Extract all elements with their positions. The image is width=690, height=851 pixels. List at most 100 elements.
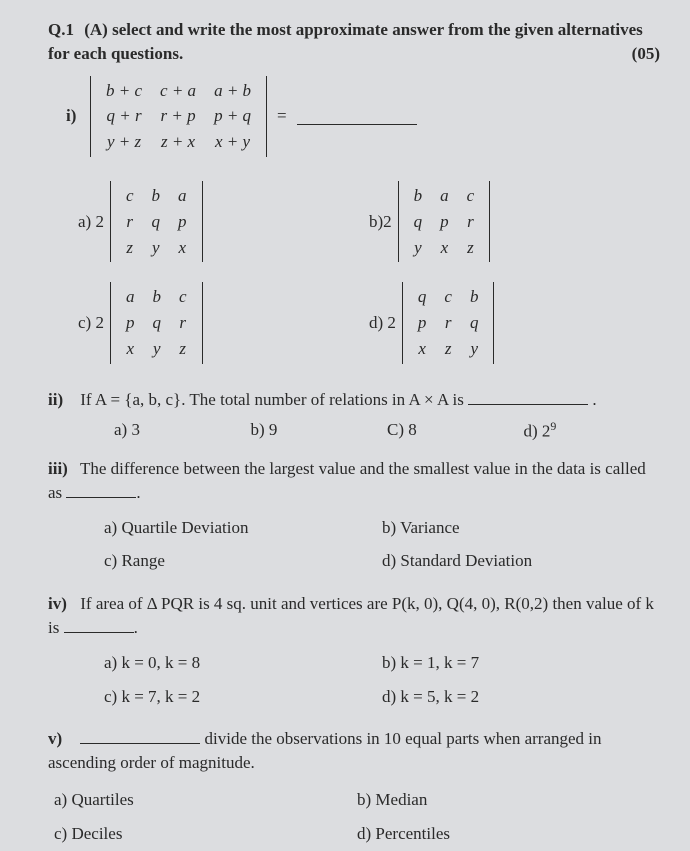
cell: p: [409, 310, 436, 336]
qi-options: a) 2 cba rqp zyx b)2 bac qpr yxz c) 2 ab…: [78, 171, 660, 374]
cell: q: [461, 310, 488, 336]
option-c: c) Deciles: [54, 817, 357, 851]
qiii-options: a) Quartile Deviation b) Variance c) Ran…: [104, 511, 660, 579]
option-a: a) 2 cba rqp zyx: [78, 181, 369, 262]
blank-line: [66, 481, 136, 498]
cell: c + a: [151, 78, 205, 104]
cell: y: [461, 336, 488, 362]
cell: x: [117, 336, 144, 362]
cell: c: [170, 284, 196, 310]
option-d: d) k = 5, k = 2: [382, 680, 660, 714]
option-c: c) Range: [104, 544, 382, 578]
cell: y: [405, 235, 432, 261]
qiv-label: iv): [48, 592, 76, 616]
qii-label: ii): [48, 388, 76, 412]
option-a: a) 3: [114, 418, 251, 443]
cell: p: [169, 209, 196, 235]
blank-line: [80, 727, 200, 744]
cell: r: [435, 310, 461, 336]
cell: x: [169, 235, 196, 261]
cell: x: [431, 235, 458, 261]
cell: p: [431, 209, 458, 235]
cell: q: [409, 284, 436, 310]
option-b: b) 9: [251, 418, 388, 443]
qiv-options: a) k = 0, k = 8 b) k = 1, k = 7 c) k = 7…: [104, 646, 660, 714]
cell: b: [143, 284, 170, 310]
cell: x + y: [205, 129, 260, 155]
cell: b: [405, 183, 432, 209]
cell: q: [143, 310, 170, 336]
blank-line: [64, 616, 134, 633]
opt-label: b)2: [369, 210, 392, 234]
question-iv: iv) If area of Δ PQR is 4 sq. unit and v…: [48, 592, 660, 640]
opt-label: a) 2: [78, 210, 104, 234]
cell: y: [143, 235, 170, 261]
cell: p: [117, 310, 144, 336]
option-d: d) 2 qcb prq xzy: [369, 282, 660, 363]
option-d: d) Percentiles: [357, 817, 660, 851]
question-header: Q.1 (A) select and write the most approx…: [48, 18, 660, 66]
blank-line: [468, 388, 588, 405]
opt-label: d) 2: [369, 311, 396, 335]
qiv-text: If area of Δ PQR is 4 sq. unit and verti…: [48, 594, 654, 637]
option-b: b) k = 1, k = 7: [382, 646, 660, 680]
cell: b + c: [97, 78, 151, 104]
qiii-label: iii): [48, 457, 76, 481]
question-iii: iii) The difference between the largest …: [48, 457, 660, 505]
cell: z + x: [151, 129, 205, 155]
cell: z: [170, 336, 196, 362]
cell: r: [170, 310, 196, 336]
marks: (05): [632, 42, 660, 66]
cell: r: [117, 209, 143, 235]
equals: =: [277, 104, 287, 128]
cell: z: [435, 336, 461, 362]
cell: a + b: [205, 78, 260, 104]
option-c: c) 2 abc pqr xyz: [78, 282, 369, 363]
period: .: [592, 390, 596, 409]
question-ii: ii) If A = {a, b, c}. The total number o…: [48, 388, 660, 412]
period: .: [136, 483, 140, 502]
option-c: C) 8: [387, 418, 524, 443]
cell: c: [117, 183, 143, 209]
question-i: i) b + cc + aa + b q + rr + pp + q y + z…: [66, 76, 660, 157]
cell: y: [143, 336, 170, 362]
option-c: c) k = 7, k = 2: [104, 680, 382, 714]
qii-text: If A = {a, b, c}. The total number of re…: [80, 390, 468, 409]
question-number: Q.1: [48, 20, 74, 39]
cell: a: [431, 183, 458, 209]
option-d: d) 29: [524, 418, 661, 443]
cell: c: [435, 284, 461, 310]
cell: q + r: [97, 103, 151, 129]
cell: r + p: [151, 103, 205, 129]
option-b: b)2 bac qpr yxz: [369, 181, 660, 262]
opt-label: c) 2: [78, 311, 104, 335]
main-determinant: b + cc + aa + b q + rr + pp + q y + zz +…: [90, 76, 267, 157]
cell: p + q: [205, 103, 260, 129]
cell: q: [405, 209, 432, 235]
opt-d-exp: 9: [550, 419, 556, 433]
qi-label: i): [66, 104, 90, 128]
option-a: a) Quartiles: [54, 783, 357, 817]
cell: c: [458, 183, 484, 209]
cell: q: [143, 209, 170, 235]
option-a: a) k = 0, k = 8: [104, 646, 382, 680]
qv-options: a) Quartiles b) Median c) Deciles d) Per…: [54, 783, 660, 851]
option-b: b) Variance: [382, 511, 660, 545]
cell: a: [117, 284, 144, 310]
question-instruction: (A) select and write the most approximat…: [48, 20, 643, 63]
cell: b: [461, 284, 488, 310]
cell: r: [458, 209, 484, 235]
cell: z: [117, 235, 143, 261]
opt-d-base: d) 2: [524, 421, 551, 440]
question-v: v) divide the observations in 10 equal p…: [48, 727, 660, 775]
option-a: a) Quartile Deviation: [104, 511, 382, 545]
cell: y + z: [97, 129, 151, 155]
blank-line: [297, 108, 417, 125]
qii-options: a) 3 b) 9 C) 8 d) 29: [114, 418, 660, 443]
option-b: b) Median: [357, 783, 660, 817]
cell: z: [458, 235, 484, 261]
cell: a: [169, 183, 196, 209]
cell: x: [409, 336, 436, 362]
cell: b: [143, 183, 170, 209]
qv-label: v): [48, 727, 76, 751]
